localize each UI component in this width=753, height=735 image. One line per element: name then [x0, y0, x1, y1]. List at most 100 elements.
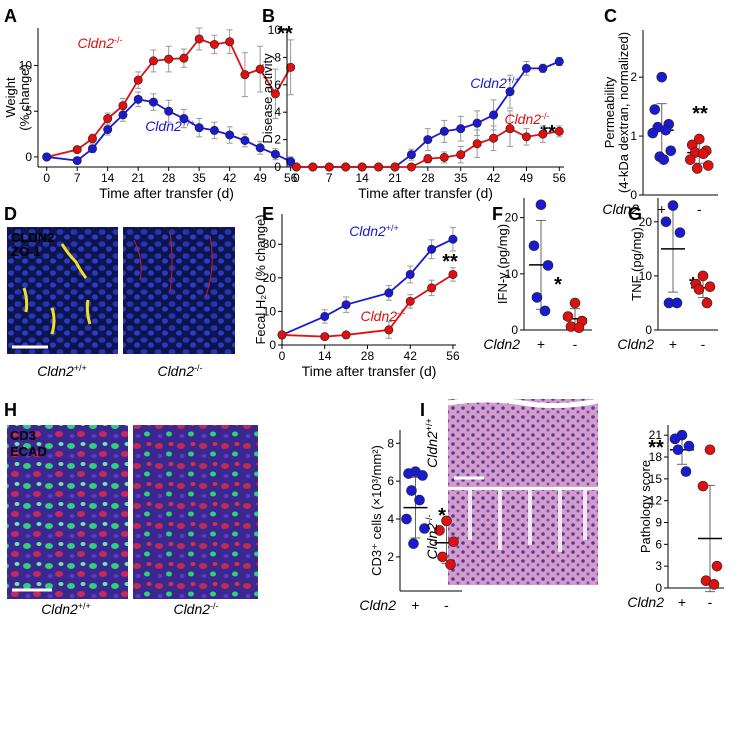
data-point	[538, 63, 548, 73]
data-point	[194, 34, 204, 44]
y-tick-label: 2	[630, 70, 637, 84]
x-tick-label: +	[537, 336, 545, 352]
data-point	[697, 270, 709, 282]
x-tick-label: +	[658, 201, 666, 217]
data-point	[403, 468, 414, 479]
data-point	[669, 433, 681, 445]
y-tick-label: 6	[274, 78, 281, 92]
stain-label: CLDN2	[11, 230, 54, 245]
data-point	[103, 114, 113, 124]
data-point	[521, 132, 531, 142]
x-tick-label: 35	[192, 171, 206, 185]
data-point	[505, 87, 515, 97]
data-point	[423, 135, 433, 145]
x-tick-label: -	[573, 336, 578, 352]
data-point	[103, 125, 113, 135]
data-point	[406, 150, 416, 160]
x-tick-label: 0	[293, 171, 300, 185]
data-point	[308, 162, 318, 172]
legend-entry-base: Cldn2	[349, 223, 386, 239]
y-tick-label: 2	[387, 550, 394, 564]
x-tick-label: 56	[446, 349, 460, 363]
x-tick-label: 49	[253, 171, 267, 185]
panel-letter: E	[262, 204, 274, 224]
stain-label: ECAD	[10, 444, 47, 459]
panel-letter: D	[4, 204, 17, 224]
x-axis-label: Cldn2	[483, 336, 520, 352]
y-tick-label: 0	[630, 188, 637, 202]
data-point	[538, 129, 548, 139]
data-point	[42, 152, 52, 162]
legend-entry-sup: +/+	[182, 118, 195, 128]
data-point	[286, 157, 296, 167]
data-point	[711, 560, 723, 572]
data-point	[656, 71, 668, 83]
data-point	[179, 53, 189, 63]
data-point	[697, 480, 709, 492]
x-tick-label: 7	[326, 171, 333, 185]
y-tick-label: 10	[505, 267, 519, 281]
y-axis-label: Disease activity	[260, 53, 275, 144]
data-point	[667, 200, 679, 211]
panel-letter: C	[604, 6, 617, 26]
micrograph	[448, 399, 598, 487]
data-point	[658, 154, 670, 165]
y-tick-label: 8	[387, 436, 394, 450]
y-axis-label: CD3⁺ cells (×10³/mm²)	[369, 445, 384, 576]
data-point	[489, 133, 499, 143]
y-tick-label: 30	[263, 237, 277, 251]
y-tick-label: 4	[274, 105, 281, 119]
y-tick-label: 10	[19, 58, 33, 72]
data-point	[406, 162, 416, 172]
y-tick-label: 18	[649, 450, 663, 464]
data-point	[357, 162, 367, 172]
x-axis-label: Time after transfer (d)	[358, 185, 493, 201]
legend-entry: Cldn2+/+	[349, 223, 399, 239]
data-point	[417, 470, 428, 481]
image-caption-base: Cldn2	[173, 601, 210, 617]
legend-entry: Cldn2-/-	[360, 308, 405, 324]
data-point	[414, 494, 425, 506]
data-point	[708, 579, 720, 590]
data-point	[179, 114, 189, 124]
data-point	[384, 288, 394, 298]
data-point	[324, 162, 334, 172]
legend-entry-sup: +/+	[507, 75, 520, 85]
y-axis-label: (% change)	[17, 64, 32, 130]
data-point	[419, 523, 430, 534]
x-tick-label: -	[444, 597, 449, 613]
x-tick-label: +	[411, 597, 419, 613]
data-point	[439, 126, 449, 136]
x-tick-label: 42	[223, 171, 237, 185]
y-tick-label: 0	[274, 160, 281, 174]
data-point	[554, 126, 564, 136]
x-axis-label: Cldn2	[617, 336, 654, 352]
data-point	[439, 152, 449, 162]
image-caption: Cldn2-/-	[424, 514, 440, 559]
image-caption-sup: -/-	[194, 363, 203, 373]
micrograph	[123, 227, 235, 354]
data-point	[704, 444, 716, 456]
data-point	[427, 244, 437, 254]
x-axis-label: Cldn2	[359, 597, 396, 613]
stain-signal	[133, 231, 213, 297]
micrograph	[7, 425, 128, 599]
data-point	[209, 125, 219, 135]
data-point	[445, 559, 456, 570]
y-tick-label: 21	[649, 428, 663, 442]
series-line	[46, 37, 292, 158]
data-point	[255, 143, 265, 153]
y-tick-label: 4	[387, 512, 394, 526]
x-tick-label: -	[701, 336, 706, 352]
image-caption: Cldn2+/+	[37, 363, 87, 379]
x-tick-label: +	[669, 336, 677, 352]
data-point	[341, 300, 351, 310]
y-tick-label: 20	[263, 271, 277, 285]
data-point	[674, 227, 686, 238]
y-axis-label: Permeability	[602, 76, 617, 148]
data-point	[427, 283, 437, 293]
y-tick-label: 20	[639, 215, 653, 229]
data-point	[528, 240, 540, 252]
image-caption-sup: +/+	[424, 418, 434, 431]
